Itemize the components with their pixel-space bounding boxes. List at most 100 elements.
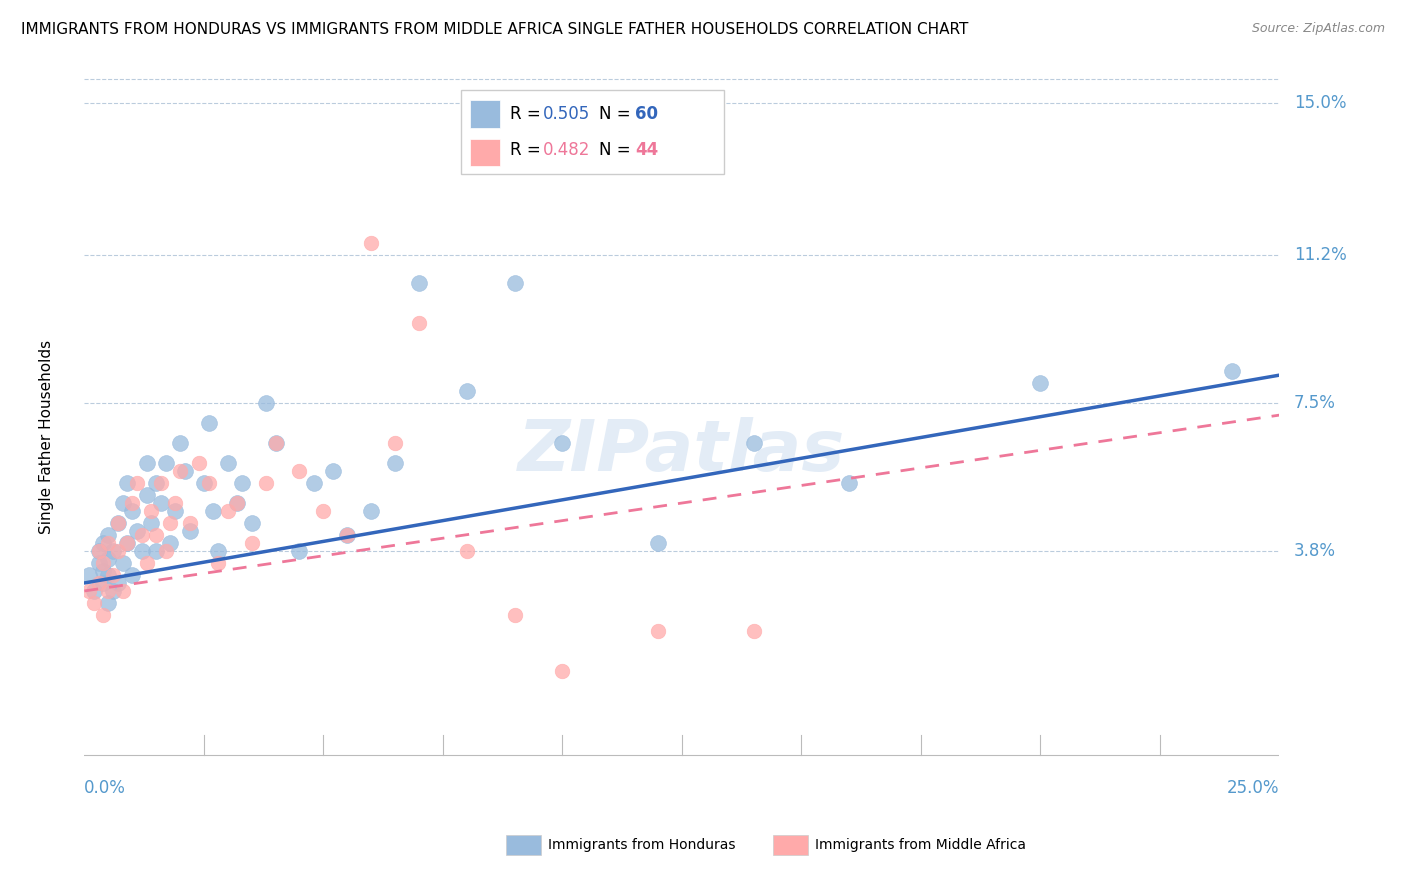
Point	[145, 544, 167, 558]
Point	[384, 456, 406, 470]
Text: Source: ZipAtlas.com: Source: ZipAtlas.com	[1251, 22, 1385, 36]
Point	[503, 276, 526, 290]
Text: 7.5%: 7.5%	[1294, 394, 1336, 412]
Text: 0.505: 0.505	[543, 104, 591, 123]
FancyBboxPatch shape	[471, 138, 501, 167]
Point	[93, 576, 115, 591]
Point	[121, 496, 143, 510]
Point	[107, 576, 129, 591]
Point	[742, 436, 765, 450]
Point	[647, 536, 669, 550]
Point	[107, 516, 129, 530]
Point	[240, 516, 263, 530]
Point	[647, 624, 669, 638]
Point	[97, 536, 120, 550]
Point	[231, 476, 253, 491]
Point	[179, 516, 201, 530]
Point	[197, 476, 219, 491]
Point	[179, 524, 201, 538]
Point	[217, 456, 239, 470]
Point	[141, 516, 163, 530]
Point	[87, 544, 110, 558]
Text: 0.0%: 0.0%	[84, 779, 127, 797]
Point	[101, 584, 124, 599]
Point	[125, 524, 148, 538]
Point	[207, 544, 229, 558]
Point	[254, 476, 277, 491]
Text: IMMIGRANTS FROM HONDURAS VS IMMIGRANTS FROM MIDDLE AFRICA SINGLE FATHER HOUSEHOL: IMMIGRANTS FROM HONDURAS VS IMMIGRANTS F…	[21, 22, 969, 37]
Point	[131, 528, 153, 542]
Point	[551, 664, 574, 678]
Point	[97, 568, 120, 582]
Point	[83, 596, 105, 610]
Point	[1220, 364, 1243, 378]
Point	[87, 544, 110, 558]
Point	[97, 584, 120, 599]
Text: Single Father Households: Single Father Households	[38, 340, 53, 534]
Point	[838, 476, 860, 491]
Point	[141, 504, 163, 518]
Point	[226, 496, 249, 510]
Point	[97, 552, 120, 566]
Point	[93, 564, 115, 578]
Point	[101, 544, 124, 558]
Point	[117, 536, 139, 550]
Point	[1029, 376, 1052, 391]
Point	[149, 496, 172, 510]
Point	[135, 488, 157, 502]
Point	[145, 476, 167, 491]
Point	[551, 436, 574, 450]
Point	[188, 456, 211, 470]
Text: 15.0%: 15.0%	[1294, 95, 1347, 112]
Point	[93, 556, 115, 570]
Point	[336, 528, 359, 542]
Point	[87, 576, 110, 591]
Point	[165, 504, 187, 518]
Point	[384, 436, 406, 450]
Point	[97, 528, 120, 542]
Point	[322, 464, 344, 478]
Point	[159, 516, 181, 530]
Point	[456, 384, 478, 398]
Point	[155, 544, 177, 558]
Point	[288, 544, 311, 558]
Text: R =: R =	[510, 104, 546, 123]
Point	[408, 316, 430, 330]
Point	[264, 436, 287, 450]
Point	[336, 528, 359, 542]
Text: 60: 60	[636, 104, 658, 123]
Point	[155, 456, 177, 470]
Point	[360, 236, 382, 251]
Point	[87, 556, 110, 570]
Text: Immigrants from Honduras: Immigrants from Honduras	[548, 838, 735, 852]
Point	[145, 528, 167, 542]
Point	[165, 496, 187, 510]
Point	[93, 536, 115, 550]
Point	[111, 496, 134, 510]
Text: Immigrants from Middle Africa: Immigrants from Middle Africa	[815, 838, 1026, 852]
Point	[83, 584, 105, 599]
Point	[312, 504, 335, 518]
Point	[360, 504, 382, 518]
Text: 3.8%: 3.8%	[1294, 542, 1336, 560]
Text: N =: N =	[599, 104, 637, 123]
Point	[131, 544, 153, 558]
Point	[217, 504, 239, 518]
Point	[111, 584, 134, 599]
Point	[149, 476, 172, 491]
Point	[101, 568, 124, 582]
Point	[97, 596, 120, 610]
Point	[503, 607, 526, 622]
Text: 11.2%: 11.2%	[1294, 246, 1347, 264]
Text: R =: R =	[510, 141, 546, 160]
Point	[302, 476, 325, 491]
Text: 0.482: 0.482	[543, 141, 591, 160]
Point	[202, 504, 225, 518]
Point	[193, 476, 215, 491]
Point	[125, 476, 148, 491]
Point	[456, 544, 478, 558]
Point	[742, 624, 765, 638]
Point	[240, 536, 263, 550]
Point	[264, 436, 287, 450]
Point	[93, 607, 115, 622]
